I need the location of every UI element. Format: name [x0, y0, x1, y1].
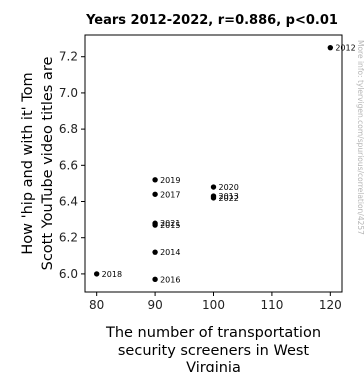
chart-title: Years 2012-2022, r=0.886, p<0.01 [85, 13, 338, 28]
data-label: 2019 [160, 176, 180, 185]
data-point [210, 195, 217, 201]
y-axis-label: How 'hip and with it' Tom Scott YouTube v… [20, 57, 56, 271]
data-point [152, 220, 158, 226]
y-axis-label-line: Scott YouTube video titles are [40, 57, 56, 271]
data-label: 2015 [160, 221, 180, 230]
y-tick-label: 6.0 [59, 267, 78, 281]
data-label: 2012 [335, 44, 355, 53]
data-label: 2014 [160, 248, 180, 257]
x-tick-label: 120 [319, 298, 342, 312]
data-label: 2021 [160, 219, 180, 228]
y-tick-label: 6.2 [59, 231, 78, 245]
data-point [152, 177, 158, 183]
x-tick-label: 80 [89, 298, 104, 312]
data-point [152, 249, 158, 255]
x-axis-ticks: 80 90 100 110 120 [89, 292, 342, 312]
y-axis-label-line: How 'hip and with it' Tom [20, 72, 36, 254]
x-tick-label: 110 [260, 298, 283, 312]
x-axis-label-line: security screeners in West [118, 343, 310, 359]
x-tick-label: 100 [202, 298, 225, 312]
x-axis-label: The number of transportation security scr… [105, 325, 321, 372]
watermark-text: More info: tylervigen.com/spurious/corre… [356, 40, 364, 235]
data-label: 2016 [160, 275, 180, 284]
data-label: 2018 [102, 270, 122, 279]
data-points [93, 44, 334, 283]
x-axis-label-line: The number of transportation [105, 325, 321, 341]
y-tick-label: 7.0 [59, 86, 78, 100]
plot-area [84, 34, 343, 293]
y-tick-label: 6.6 [59, 158, 78, 172]
data-point [152, 191, 158, 197]
x-tick-label: 90 [147, 298, 162, 312]
data-point [93, 271, 100, 277]
y-tick-label: 6.8 [59, 122, 78, 136]
data-label: 2013 [219, 192, 239, 201]
y-tick-label: 7.2 [59, 50, 78, 64]
y-tick-label: 6.4 [59, 195, 78, 209]
data-point [327, 44, 334, 51]
data-label: 2017 [160, 190, 180, 199]
data-point [210, 184, 217, 190]
x-axis-label-line: Virginia [186, 360, 241, 372]
data-label: 2020 [219, 183, 239, 192]
data-labels: 2012 2013 2014 2015 2016 2017 2018 2019 2020 2021… [102, 44, 356, 285]
plot-frame [84, 34, 343, 293]
data-point [152, 276, 158, 283]
data-label: 2022 [219, 194, 239, 203]
y-axis-ticks: 6.0 6.2 6.4 6.6 6.8 7.0 7.2 [59, 50, 85, 281]
